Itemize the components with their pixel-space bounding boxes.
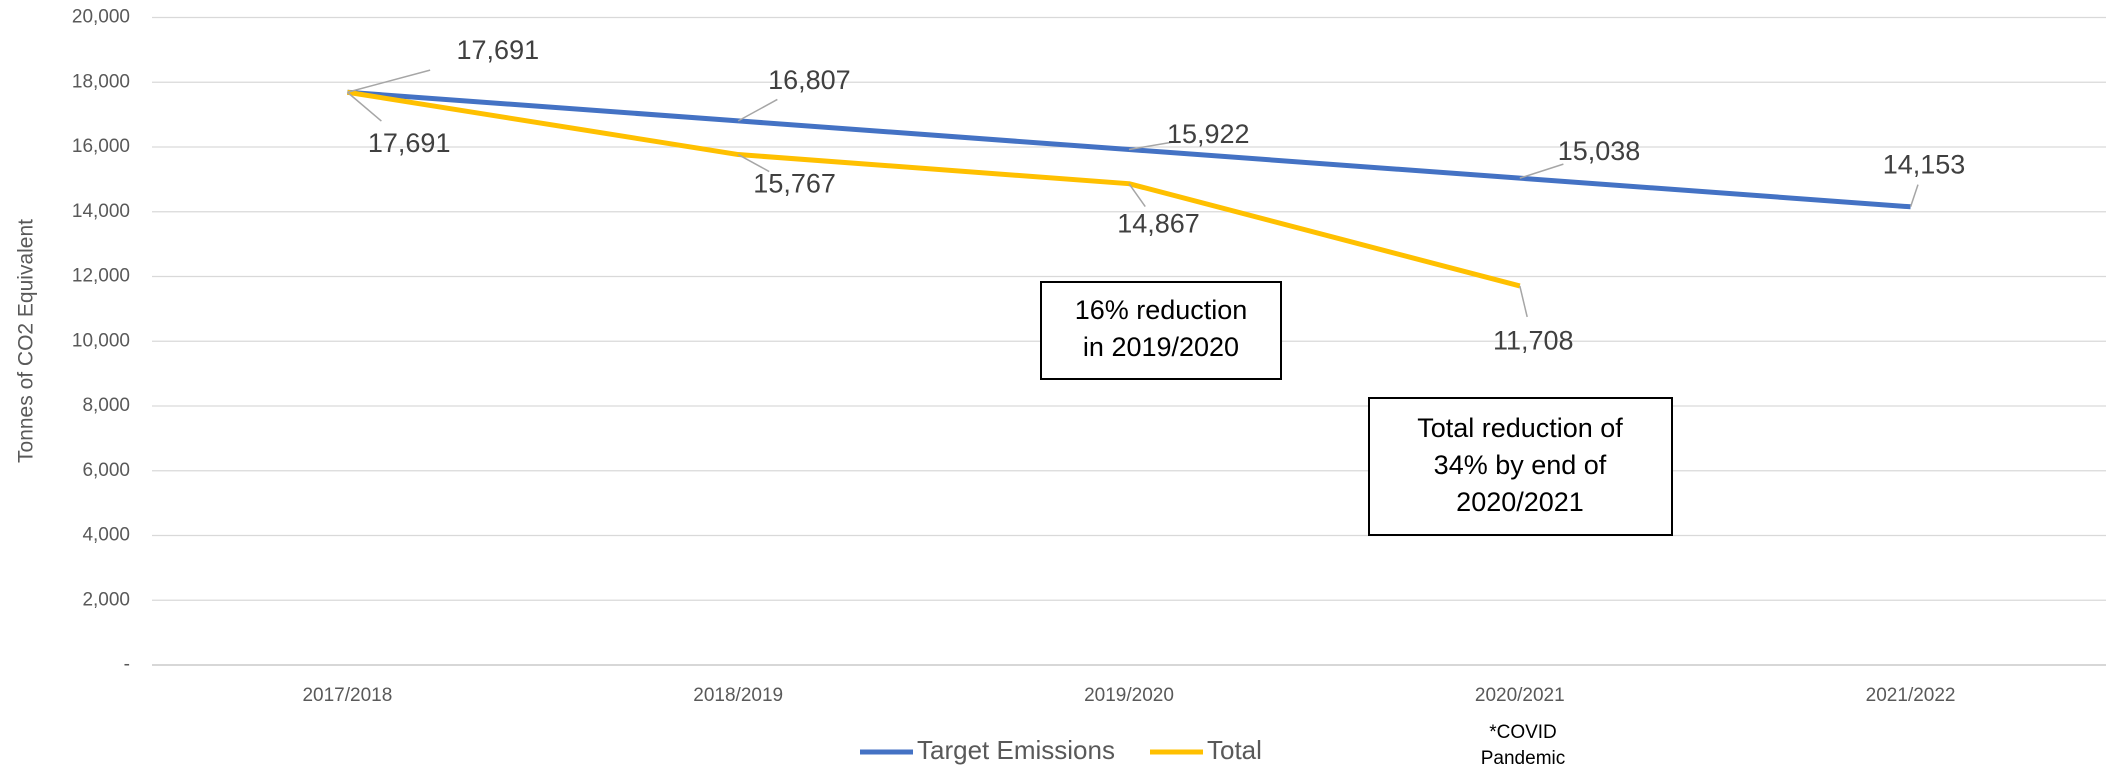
x-tick-label: 2021/2022	[1866, 685, 1956, 706]
annotation-text: Pandemic	[1481, 748, 1566, 768]
leader-line	[1519, 285, 1528, 318]
y-tick-label: 16,000	[72, 136, 130, 157]
legend-label: Total	[1207, 735, 1262, 765]
leader-line	[346, 91, 382, 122]
data-label: 15,767	[753, 169, 836, 199]
leader-line	[1128, 183, 1146, 208]
leader-line	[1909, 184, 1919, 208]
data-label: 17,691	[457, 35, 540, 65]
leader-line	[737, 153, 770, 173]
data-label: 15,922	[1167, 119, 1250, 149]
data-label: 15,038	[1558, 136, 1641, 166]
y-tick-label: 10,000	[72, 330, 130, 351]
annotation-box	[1368, 397, 1673, 536]
annotation-box	[1040, 281, 1282, 380]
leader-line	[737, 98, 778, 122]
y-tick-label: 2,000	[82, 589, 130, 610]
y-tick-label: 6,000	[82, 460, 130, 481]
annotation-text: 16% reduction	[1075, 295, 1248, 325]
annotation-text: Total reduction of	[1417, 413, 1623, 443]
x-tick-label: 2019/2020	[1084, 685, 1174, 706]
y-tick-label: 8,000	[82, 395, 130, 416]
y-tick-label: 20,000	[72, 7, 130, 28]
legend-label: Target Emissions	[917, 735, 1115, 765]
y-axis-label: Tonnes of CO2 Equivalent	[15, 219, 38, 463]
annotation-text: *COVID	[1489, 722, 1557, 743]
y-tick-label: 14,000	[72, 201, 130, 222]
data-label: 17,691	[368, 128, 451, 158]
annotation-text: 34% by end of	[1434, 450, 1607, 480]
y-tick-label: -	[124, 654, 130, 675]
data-label: 14,153	[1883, 150, 1966, 180]
y-tick-label: 12,000	[72, 266, 130, 287]
series-line	[347, 89, 1521, 289]
leader-line	[1519, 163, 1564, 179]
y-tick-label: 4,000	[82, 525, 130, 546]
y-tick-label: 18,000	[72, 71, 130, 92]
x-tick-label: 2017/2018	[302, 685, 392, 706]
data-label: 16,807	[768, 65, 851, 95]
data-label: 11,708	[1493, 325, 1574, 355]
x-tick-label: 2018/2019	[693, 685, 783, 706]
leader-line	[1128, 141, 1173, 151]
annotation-text: in 2019/2020	[1083, 332, 1239, 362]
data-label: 14,867	[1117, 208, 1200, 238]
leader-line	[347, 69, 431, 93]
annotation-text: 2020/2021	[1456, 487, 1584, 517]
x-tick-label: 2020/2021	[1475, 685, 1565, 706]
